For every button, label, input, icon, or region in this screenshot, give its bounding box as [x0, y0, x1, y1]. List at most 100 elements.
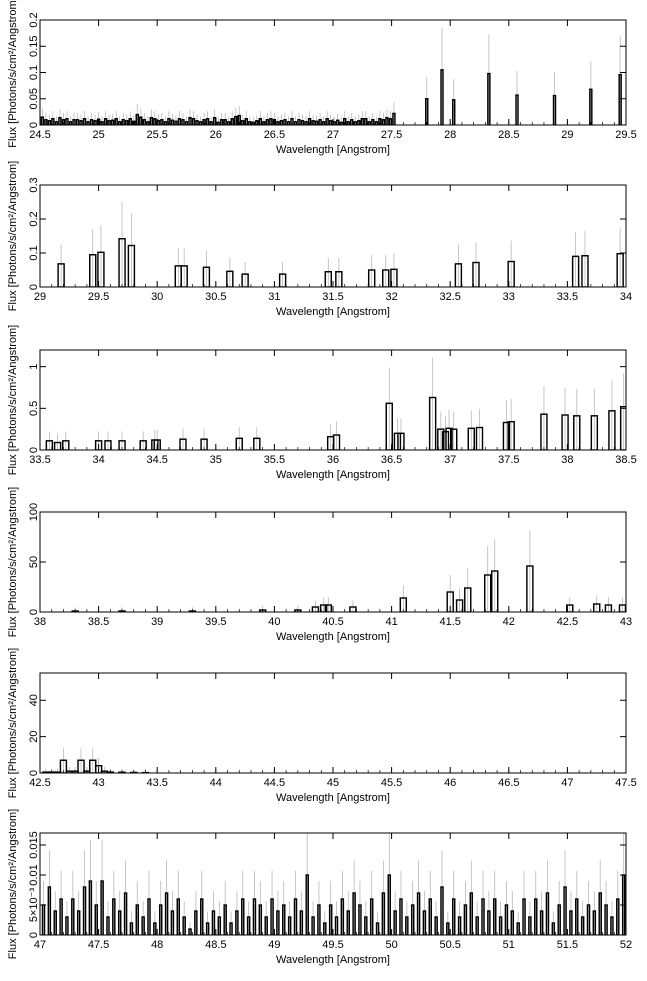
x-tick-label: 40.5 [322, 616, 343, 628]
x-tick-label: 38.5 [88, 616, 109, 628]
x-tick-label: 52 [620, 939, 632, 951]
y-tick-label: 0 [28, 609, 40, 615]
y-tick-label: 40 [28, 694, 40, 706]
x-tick-label: 30.5 [205, 291, 226, 303]
error-bars [40, 201, 626, 287]
y-tick-label: 0 [28, 932, 40, 938]
x-tick-label: 39.5 [205, 616, 226, 628]
x-tick-label: 28 [444, 129, 456, 141]
series-line [40, 238, 626, 287]
error-bars [40, 357, 626, 450]
x-tick-label: 44.5 [264, 777, 285, 789]
x-tick-label: 24.5 [29, 129, 50, 141]
x-axis-label: Wavelength [Angstrom] [276, 792, 390, 804]
chart-panel-6: 47 47.5 48 48.5 49 49.5 50 50.5 51 51.5 52 0 5×10⁻³ 0… [7, 809, 632, 966]
x-tick-label: 34.5 [146, 454, 167, 466]
x-tick-label: 40 [268, 616, 280, 628]
x-tick-label: 28.5 [498, 129, 519, 141]
x-tick-label: 32 [385, 291, 397, 303]
x-tick-label: 38 [34, 616, 46, 628]
y-tick-label: 0.3 [28, 177, 40, 192]
chart-panel-3: 33.5 34 34.5 35 35.5 36 36.5 37 37.5 38 38.5 0 0.5 1 W… [7, 325, 637, 481]
x-tick-label: 27.5 [381, 129, 402, 141]
x-tick-label: 35.5 [264, 454, 285, 466]
y-axis-label: Flux [Photons/s/cm²/Angstrom] [7, 0, 19, 148]
x-tick-label: 33.5 [29, 454, 50, 466]
x-axis-label: Wavelength [Angstrom] [276, 631, 390, 643]
y-axis-label: Flux [Photons/s/cm²/Angstrom] [7, 648, 19, 798]
x-axis-label: Wavelength [Angstrom] [276, 144, 390, 156]
x-tick-label: 31.5 [322, 291, 343, 303]
x-tick-label: 41.5 [439, 616, 460, 628]
chart-panel-5: 42.5 43 43.5 44 44.5 45 45.5 46 46.5 47 47.5 0 20 40 W… [7, 648, 637, 804]
x-tick-label: 36.5 [381, 454, 402, 466]
x-tick-label: 29 [34, 291, 46, 303]
chart-panel-4: 38 38.5 39 39.5 40 40.5 41 41.5 42 42.5 43 0 50 100 Wa… [7, 487, 632, 643]
x-tick-label: 46 [444, 777, 456, 789]
y-axis-label: Flux [Photons/s/cm²/Angstrom] [7, 161, 19, 311]
x-tick-label: 37 [444, 454, 456, 466]
x-tick-label: 27 [327, 129, 339, 141]
x-tick-label: 51.5 [557, 939, 578, 951]
x-tick-label: 47 [34, 939, 46, 951]
x-tick-label: 42 [503, 616, 515, 628]
y-axis-label: Flux [Photons/s/cm²/Angstrom] [7, 809, 19, 959]
plot-frame [39, 19, 627, 126]
error-bars [40, 530, 626, 612]
x-axis-label: Wavelength [Angstrom] [276, 954, 390, 966]
y-tick-label: 5×10⁻³ [28, 888, 40, 923]
y-tick-label: 100 [28, 503, 40, 521]
y-tick-label: 1 [28, 364, 40, 370]
x-tick-label: 32.5 [439, 291, 460, 303]
x-tick-label: 30 [151, 291, 163, 303]
x-tick-label: 49.5 [322, 939, 343, 951]
y-tick-label: 0 [28, 447, 40, 453]
y-tick-label: 0 [28, 770, 40, 776]
x-tick-label: 36 [327, 454, 339, 466]
x-tick-label: 45.5 [381, 777, 402, 789]
y-tick-label: 50 [28, 556, 40, 568]
chart-panel-2: 29 29.5 30 30.5 31 31.5 32 32.5 33 33.5 34 0 0.1 0.2 0… [7, 161, 632, 318]
x-tick-label: 31 [268, 291, 280, 303]
x-tick-label: 34 [92, 454, 104, 466]
x-tick-label: 43.5 [146, 777, 167, 789]
x-tick-label: 42.5 [557, 616, 578, 628]
x-tick-label: 34 [620, 291, 632, 303]
y-tick-label: 0.2 [28, 211, 40, 226]
x-tick-label: 25.5 [146, 129, 167, 141]
plot-frame [39, 832, 627, 936]
y-axis-label: Flux [Photons/s/cm²/Angstrom] [7, 487, 19, 637]
y-tick-label: 0.015 [28, 831, 40, 859]
x-tick-label: 35 [210, 454, 222, 466]
y-tick-label: 20 [28, 731, 40, 743]
x-tick-label: 33.5 [557, 291, 578, 303]
series-line [40, 874, 626, 935]
y-tick-label: 0.15 [28, 36, 40, 57]
y-tick-label: 0.2 [28, 12, 40, 27]
series-line [40, 397, 626, 450]
x-tick-label: 47 [561, 777, 573, 789]
x-tick-label: 26 [210, 129, 222, 141]
x-tick-label: 47.5 [615, 777, 636, 789]
y-tick-label: 0.1 [28, 65, 40, 80]
x-tick-label: 46.5 [498, 777, 519, 789]
error-bars [40, 833, 626, 935]
x-tick-label: 38 [561, 454, 573, 466]
x-tick-label: 29.5 [88, 291, 109, 303]
x-tick-label: 29.5 [615, 129, 636, 141]
x-tick-label: 26.5 [264, 129, 285, 141]
plot-frame [39, 672, 627, 774]
x-tick-label: 25 [92, 129, 104, 141]
error-bars [40, 28, 626, 125]
x-tick-label: 39 [151, 616, 163, 628]
y-tick-label: 0.05 [28, 88, 40, 109]
x-tick-label: 42.5 [29, 777, 50, 789]
x-tick-label: 48 [151, 939, 163, 951]
x-tick-label: 49 [268, 939, 280, 951]
series-line [40, 69, 626, 125]
x-tick-label: 50.5 [439, 939, 460, 951]
x-tick-label: 37.5 [498, 454, 519, 466]
x-tick-label: 33 [503, 291, 515, 303]
chart-panel-1: 24.5 25 25.5 26 26.5 27 27.5 28 28.5 29 29.5 0 0.05 0… [7, 0, 637, 156]
